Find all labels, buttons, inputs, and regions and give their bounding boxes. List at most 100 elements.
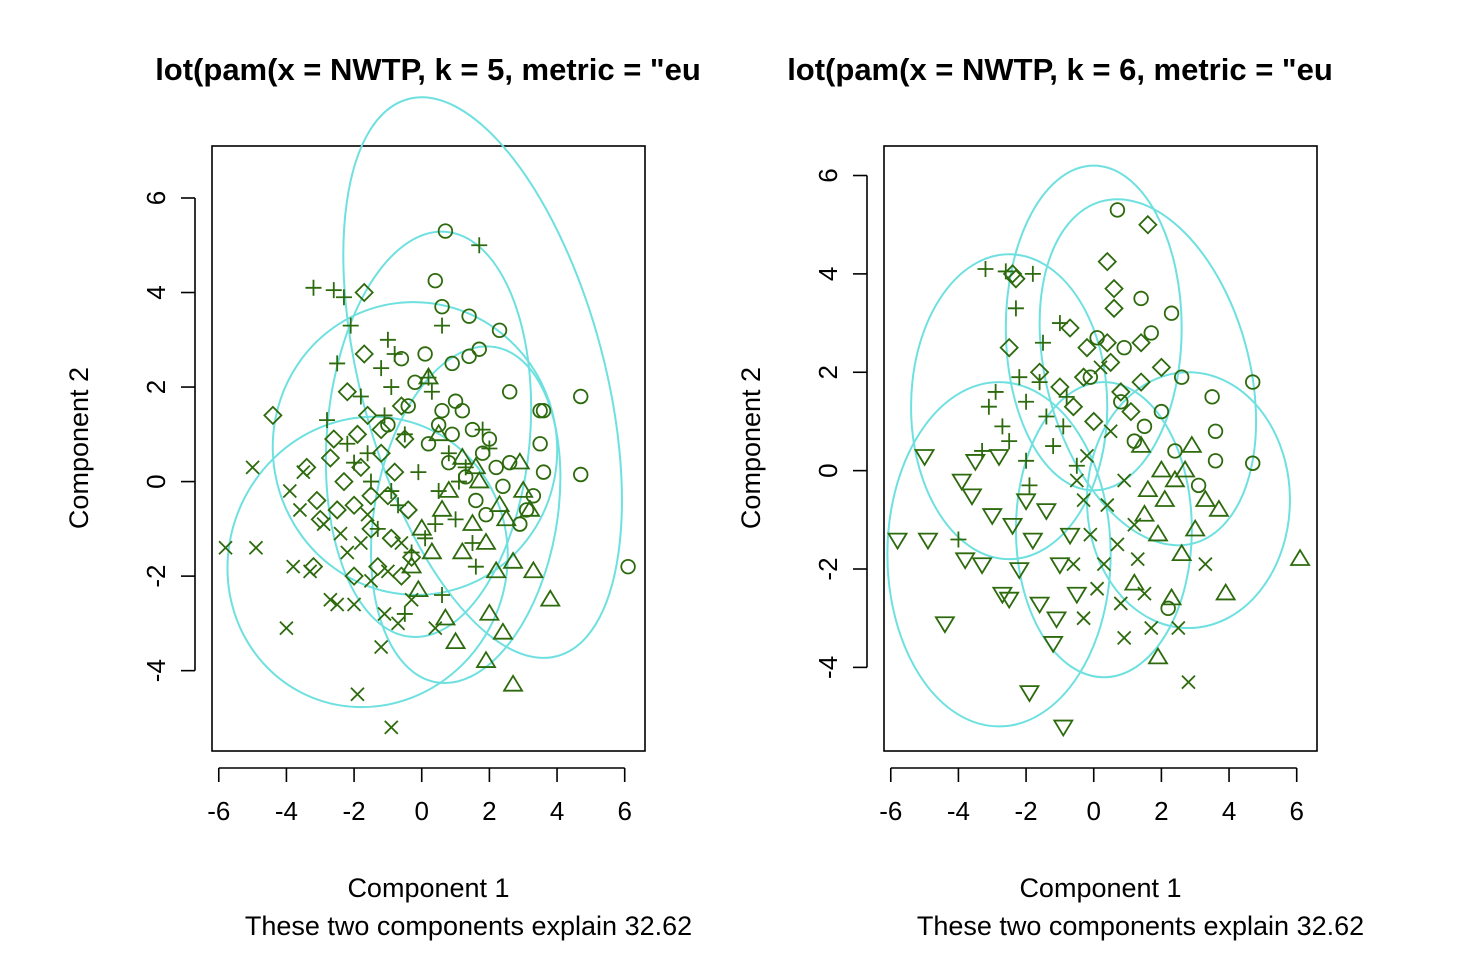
point-diamond	[1083, 411, 1104, 432]
point-cross	[340, 545, 355, 560]
point-diamond	[1104, 298, 1124, 319]
point-cross	[1171, 620, 1186, 636]
point-cross	[1117, 630, 1132, 646]
point-circle	[437, 223, 454, 239]
point-diamond	[354, 344, 374, 364]
chart-title: lot(pam(x = NWTP, k = 5, metric = "eu	[155, 52, 701, 87]
point-plus	[339, 435, 356, 452]
point-diamond	[1131, 372, 1151, 392]
y-tick-label: 4	[141, 285, 171, 299]
point-triangle	[1150, 459, 1172, 478]
point-diamond	[391, 566, 412, 586]
point-diamond	[1060, 318, 1080, 338]
point-triangle-down	[1035, 503, 1057, 521]
point-cross	[1079, 448, 1095, 464]
plot-frame	[211, 145, 646, 752]
point-circle	[1167, 443, 1183, 459]
point-circle	[532, 402, 548, 419]
point-circle	[495, 478, 511, 495]
point-circle	[444, 426, 460, 443]
x-axis-label: Component 1	[1019, 873, 1181, 903]
point-plus	[1055, 418, 1072, 435]
point-diamond	[384, 462, 405, 482]
point-circle	[1133, 290, 1149, 307]
point-diamond	[361, 485, 381, 506]
point-plus	[467, 558, 484, 575]
point-diamond	[378, 485, 398, 506]
point-cross	[323, 592, 338, 607]
x-tick-label: 2	[1154, 796, 1168, 826]
point-diamond	[1121, 401, 1141, 422]
point-triangle-down	[971, 557, 993, 575]
point-cross	[1127, 517, 1142, 532]
point-triangle	[434, 607, 457, 626]
point-plus	[987, 383, 1004, 400]
point-triangle-down	[998, 591, 1020, 610]
point-circle	[1153, 403, 1170, 420]
point-diamond	[347, 424, 368, 445]
point-plus	[427, 516, 444, 533]
y-tick-label: 6	[813, 168, 843, 182]
point-triangle	[522, 560, 544, 579]
point-diamond	[303, 556, 324, 577]
point-plus	[481, 440, 498, 457]
point-diamond	[371, 419, 391, 440]
cluster-ellipse-triangle-down	[886, 381, 1112, 728]
point-diamond	[334, 471, 354, 492]
point-plus	[1021, 477, 1038, 494]
point-circle	[1207, 453, 1224, 469]
point-diamond	[1097, 332, 1118, 353]
point-circle	[1160, 600, 1176, 617]
x-tick-label: -6	[207, 796, 230, 826]
point-circle	[532, 436, 548, 452]
point-triangle-down	[1066, 586, 1088, 605]
point-diamond	[361, 519, 381, 539]
point-cross	[1083, 527, 1098, 542]
point-plus	[471, 237, 488, 254]
point-circle	[447, 393, 464, 409]
point-plus	[376, 407, 393, 424]
point-triangle	[451, 447, 473, 465]
point-circle	[468, 492, 484, 509]
point-plus	[1007, 300, 1024, 317]
point-circle	[1245, 455, 1261, 471]
x-tick-label: -4	[275, 796, 298, 826]
point-plus	[1011, 369, 1028, 386]
point-diamond	[395, 429, 415, 449]
point-triangle-down	[917, 532, 939, 551]
point-diamond	[1097, 251, 1118, 272]
point-plus	[434, 317, 451, 334]
point-circle	[1082, 369, 1099, 385]
x-tick-label: -2	[343, 796, 366, 826]
point-triangle-down	[991, 586, 1013, 605]
point-triangle	[465, 456, 487, 475]
point-cross	[374, 639, 389, 655]
x-tick-label: 2	[482, 796, 496, 826]
point-diamond	[296, 457, 317, 478]
point-triangle	[488, 494, 511, 512]
point-triangle	[431, 499, 453, 517]
point-plus	[1038, 408, 1055, 425]
point-cross	[286, 559, 301, 574]
point-circle	[1173, 369, 1190, 385]
x-tick-label: 6	[1289, 796, 1303, 826]
point-plus	[417, 530, 434, 547]
point-cross	[1089, 581, 1105, 596]
point-plus	[319, 412, 336, 429]
point-plus	[423, 383, 440, 400]
point-cross	[1130, 552, 1145, 567]
point-triangle	[1289, 548, 1311, 566]
x-tick-label: 6	[617, 796, 631, 826]
point-plus	[1058, 388, 1075, 405]
point-triangle-down	[1052, 719, 1074, 738]
point-circle	[512, 516, 528, 532]
point-circle	[1136, 418, 1153, 435]
point-circle	[525, 488, 542, 504]
point-cross	[1093, 360, 1108, 375]
point-cross	[1144, 620, 1159, 636]
point-diamond	[401, 547, 422, 567]
point-cross	[296, 464, 311, 480]
point-triangle	[502, 674, 524, 692]
point-triangle	[1154, 489, 1176, 507]
point-cross	[1076, 611, 1091, 626]
